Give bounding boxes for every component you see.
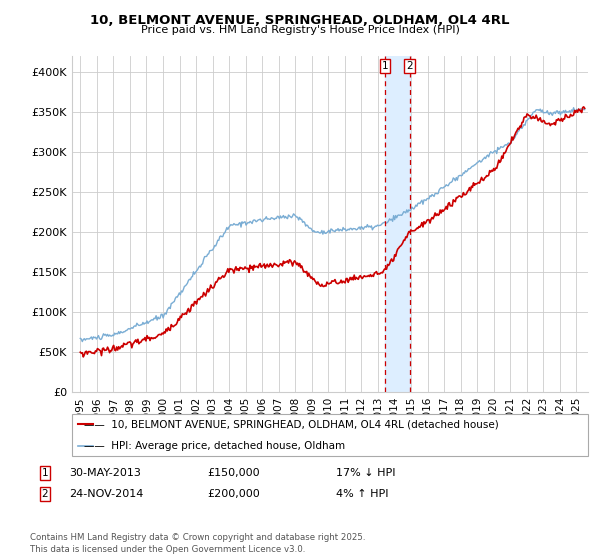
Text: 2: 2 <box>406 60 413 71</box>
Text: This data is licensed under the Open Government Licence v3.0.: This data is licensed under the Open Gov… <box>30 545 305 554</box>
Text: 4% ↑ HPI: 4% ↑ HPI <box>336 489 389 499</box>
Text: 17% ↓ HPI: 17% ↓ HPI <box>336 468 395 478</box>
Text: 24-NOV-2014: 24-NOV-2014 <box>69 489 143 499</box>
Text: 1: 1 <box>382 60 388 71</box>
Text: 1: 1 <box>41 468 49 478</box>
Text: Price paid vs. HM Land Registry's House Price Index (HPI): Price paid vs. HM Land Registry's House … <box>140 25 460 35</box>
Text: £150,000: £150,000 <box>207 468 260 478</box>
Text: 30-MAY-2013: 30-MAY-2013 <box>69 468 141 478</box>
Text: 2: 2 <box>41 489 49 499</box>
Text: ——  10, BELMONT AVENUE, SPRINGHEAD, OLDHAM, OL4 4RL (detached house): —— 10, BELMONT AVENUE, SPRINGHEAD, OLDHA… <box>84 419 499 430</box>
Bar <box>385 56 410 392</box>
Text: 10, BELMONT AVENUE, SPRINGHEAD, OLDHAM, OL4 4RL: 10, BELMONT AVENUE, SPRINGHEAD, OLDHAM, … <box>90 14 510 27</box>
Text: £200,000: £200,000 <box>207 489 260 499</box>
Text: ——  HPI: Average price, detached house, Oldham: —— HPI: Average price, detached house, O… <box>84 441 345 451</box>
Text: Contains HM Land Registry data © Crown copyright and database right 2025.: Contains HM Land Registry data © Crown c… <box>30 533 365 542</box>
